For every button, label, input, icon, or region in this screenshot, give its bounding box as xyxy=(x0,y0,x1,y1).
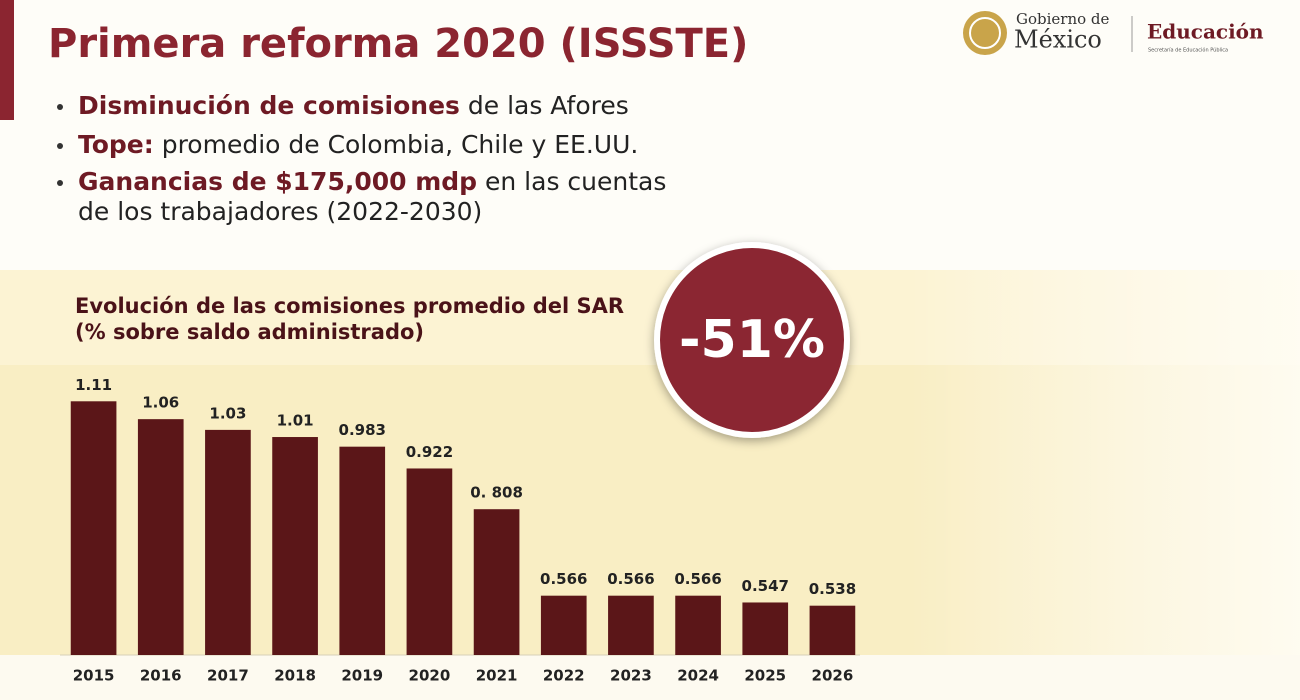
x-tick-label: 2023 xyxy=(610,667,652,685)
value-label: 1.03 xyxy=(209,404,246,422)
value-label: 0.547 xyxy=(742,577,789,595)
x-tick-label: 2015 xyxy=(73,667,115,685)
x-tick-label: 2022 xyxy=(543,667,585,685)
bullet: Tope: promedio de Colombia, Chile y EE.U… xyxy=(78,130,638,159)
value-label: 0.538 xyxy=(809,580,856,598)
bar xyxy=(205,429,251,655)
bullet-text: en las cuentas xyxy=(477,167,666,196)
x-tick-label: 2019 xyxy=(341,667,383,685)
emblem-ring xyxy=(969,17,1001,49)
chart-subtitle: (% sobre saldo administrado) xyxy=(75,320,424,344)
bullet-bold: Tope: xyxy=(78,130,154,159)
bar xyxy=(608,595,654,655)
logo-line1: Gobierno de xyxy=(1016,10,1110,28)
bar xyxy=(406,468,453,655)
x-tick-label: 2020 xyxy=(409,667,451,685)
value-label: 1.06 xyxy=(142,394,179,412)
bar xyxy=(742,602,789,655)
bullet: Disminución de comisiones de las Afores xyxy=(78,91,629,120)
bar xyxy=(70,401,117,655)
value-label: 0.922 xyxy=(406,443,453,461)
x-tick-label: 2017 xyxy=(207,667,249,685)
bullet-dot xyxy=(57,180,63,186)
x-tick-label: 2025 xyxy=(744,667,786,685)
badge-text: -51% xyxy=(679,310,825,370)
bullets: Disminución de comisiones de las Afores … xyxy=(57,91,666,226)
bullet-text: de las Afores xyxy=(460,91,629,120)
bar xyxy=(137,419,184,655)
value-label: 1.01 xyxy=(277,412,314,430)
logo-line2: México xyxy=(1014,26,1102,54)
x-tick-label: 2024 xyxy=(677,667,719,685)
x-tick-label: 2021 xyxy=(476,667,518,685)
x-tick-label: 2016 xyxy=(140,667,182,685)
slide-title: Primera reforma 2020 (ISSSTE) xyxy=(48,21,748,67)
value-label: 0.566 xyxy=(607,570,654,588)
logo-agency-sub: Secretaría de Educación Pública xyxy=(1148,47,1228,54)
bullet-text: promedio de Colombia, Chile y EE.UU. xyxy=(154,130,639,159)
bullet-dot xyxy=(57,143,63,149)
x-tick-label: 2018 xyxy=(274,667,316,685)
bar xyxy=(809,605,856,655)
value-label: 0.566 xyxy=(674,570,721,588)
value-label: 0.566 xyxy=(540,570,587,588)
bullet-bold: Ganancias de $175,000 mdp xyxy=(78,167,477,196)
bullet-dot xyxy=(57,104,63,110)
bullet-continuation: de los trabajadores (2022-2030) xyxy=(78,197,482,226)
x-tick-label: 2026 xyxy=(812,667,854,685)
bar xyxy=(540,595,587,655)
badge xyxy=(654,242,850,438)
value-label: 0. 808 xyxy=(470,484,523,502)
footer-strip xyxy=(0,655,1300,700)
accent-bar xyxy=(0,0,14,120)
logo: Gobierno de México Educación Secretaría … xyxy=(963,10,1264,55)
bar xyxy=(675,595,721,655)
bar xyxy=(272,437,318,655)
chart-title: Evolución de las comisiones promedio del… xyxy=(75,294,624,318)
bullet-bold: Disminución de comisiones xyxy=(78,91,460,120)
bar xyxy=(473,509,520,655)
bullet: Ganancias de $175,000 mdp en las cuentas xyxy=(78,167,666,196)
logo-agency: Educación xyxy=(1147,20,1264,44)
bar xyxy=(339,446,386,655)
value-label: 0.983 xyxy=(339,421,386,439)
value-label: 1.11 xyxy=(75,376,112,394)
